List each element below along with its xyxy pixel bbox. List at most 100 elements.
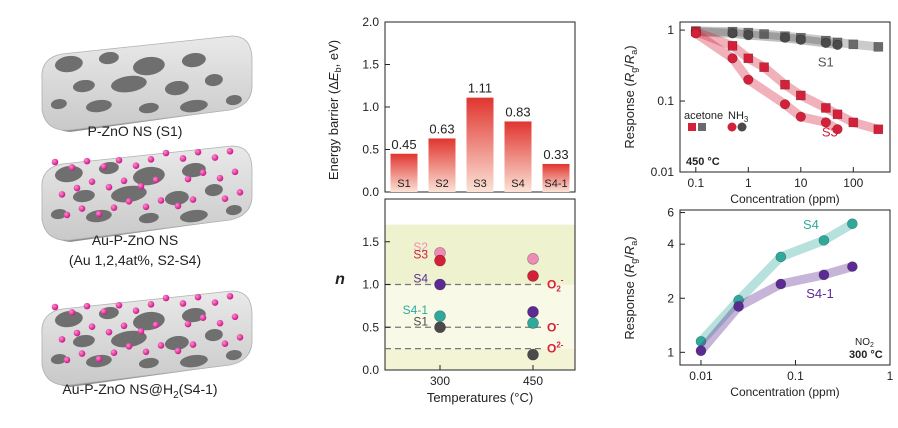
- resp2-y-axis-label: Response (Rg/Ra): [622, 236, 639, 339]
- legend-acetone-square-grey: [698, 123, 706, 131]
- resp1-temperature: 450 °C: [686, 156, 720, 168]
- resp2-y-tick-label: 6: [667, 206, 674, 220]
- resp1-point: [873, 124, 884, 135]
- n-bands: [385, 224, 575, 370]
- resp1-x-axis-label: Concentration (ppm): [730, 192, 839, 206]
- nanosheet-illustrations: [41, 35, 253, 387]
- bar-category-label: S4: [511, 178, 524, 190]
- bar-category-label: S2: [435, 178, 448, 190]
- legend-nh3-label: NH3: [728, 110, 749, 124]
- legend-acetone-square: [688, 123, 696, 131]
- resp1-point: [795, 111, 806, 122]
- n-ref-label: O-: [547, 319, 559, 334]
- bar-y-tick-label: 0.5: [362, 143, 379, 157]
- resp2-x-tick-label: 1: [887, 369, 894, 383]
- n-y-tick-label: 1.0: [362, 278, 379, 292]
- bar-value-label: 0.45: [391, 137, 416, 152]
- bar-y-tick-label: 1.0: [362, 100, 379, 114]
- n-series-label: S2: [413, 240, 428, 254]
- caption-s1: P-ZnO NS (S1): [87, 123, 183, 139]
- resp1-point: [759, 29, 769, 39]
- resp1-point: [820, 117, 831, 128]
- n-point: [527, 306, 539, 318]
- resp2-frame: [679, 209, 891, 366]
- resp1-x-tick-label: 1: [745, 176, 752, 190]
- n-x-axis-label: Temperatures (°C): [427, 390, 533, 405]
- n-x-tick-label: 450: [523, 374, 543, 388]
- resp1-point: [727, 41, 738, 51]
- slab-s1: [41, 35, 253, 132]
- resp2-point: [818, 235, 830, 246]
- resp1-series-band: [691, 27, 883, 134]
- legend-nh3-circle: [727, 122, 737, 132]
- bar-y-tick-label: 0.0: [362, 185, 379, 199]
- n-x-tick-label: 300: [430, 374, 450, 388]
- resp2-point: [847, 218, 858, 230]
- caption-s4-1-prefix: Au-P-ZnO NS@H: [62, 381, 174, 397]
- resp1-point: [780, 79, 790, 90]
- resp1-series: [690, 26, 884, 135]
- n-ref-label: O2-: [547, 341, 564, 356]
- n-point: [527, 348, 539, 361]
- resp2-point: [775, 278, 787, 290]
- resp2-y-tick-label: 4: [667, 237, 674, 251]
- resp1-point: [848, 39, 859, 50]
- resp1-point: [759, 62, 769, 72]
- resp1-point: [848, 117, 859, 128]
- caption-s4-1-sub: 2: [173, 389, 179, 401]
- bar: [390, 153, 418, 192]
- n-point: [527, 253, 539, 265]
- resp1-point: [796, 90, 806, 101]
- bar: [466, 97, 494, 192]
- resp2-point: [775, 251, 787, 263]
- resp1-y-tick-label: 1: [667, 23, 674, 37]
- legend-acetone-label: acetone: [684, 110, 723, 122]
- resp1-point: [743, 53, 754, 64]
- energy-barrier-chart: 0.0 0.5 1.0 1.5 2.0 0.45 S1 0.63 S2 1.11 S3 0.83 S4…: [326, 15, 576, 199]
- n-point: [434, 278, 446, 291]
- bar-value-label: 1.11: [468, 81, 492, 96]
- n-ref-label: O2-: [547, 276, 564, 294]
- legend-nh3-circle-grey: [737, 122, 747, 132]
- resp2-point: [847, 261, 858, 272]
- resp1-x-tick-label: 10: [794, 176, 808, 190]
- n-point: [527, 317, 539, 329]
- resp2-x-tick-label: 0.1: [787, 369, 804, 383]
- resp1-point: [743, 74, 754, 85]
- resp1-point: [873, 42, 884, 52]
- resp1-x-tick-label: 0.1: [687, 176, 704, 190]
- n-x-ticks: 300 450: [430, 365, 543, 388]
- resp2-y-tick-label: 2: [667, 291, 674, 305]
- resp2-series-band: [696, 262, 857, 356]
- resp1-point: [795, 34, 806, 45]
- resp2-point: [733, 301, 744, 312]
- n-reference-lines: O2- O- O2-: [385, 276, 564, 356]
- n-y-tick-label: 1.5: [362, 235, 379, 249]
- bar: [504, 121, 532, 192]
- n-series-label: S4: [413, 272, 428, 286]
- n-y-tick-label: 0.0: [362, 363, 379, 377]
- bar-value-label: 0.63: [429, 121, 454, 136]
- n-band: [385, 224, 575, 285]
- bars: 0.45 S1 0.63 S2 1.11 S3 0.83 S4 0.33 S4-1: [390, 81, 570, 192]
- resp2-point: [695, 345, 707, 357]
- n-band: [385, 284, 575, 349]
- resp1-x-tick-label: 100: [843, 176, 863, 190]
- resp1-y-axis-label: Response (Rg/Ra): [622, 45, 639, 148]
- resp2-point: [818, 269, 830, 281]
- n-points: [434, 247, 539, 361]
- resp1-y-tick-label: 0.01: [651, 165, 675, 179]
- n-series-label: S3: [413, 248, 428, 262]
- resp1-y-tick-label: 0.1: [657, 94, 674, 108]
- resp2-x-tick-label: 0.01: [689, 369, 713, 383]
- resp1-point: [690, 28, 701, 39]
- caption-s4-1: Au-P-ZnO NS@H2(S4-1): [25, 381, 255, 401]
- resp1-point: [832, 124, 843, 135]
- bar-value-label: 0.33: [543, 147, 568, 162]
- n-point: [434, 254, 446, 267]
- n-point: [434, 310, 446, 322]
- acetone-nh3-response-chart: 0.1 1 10 100 0.01 0.1 1 S1 S3 acetone NH3 450 °C R…: [622, 21, 891, 206]
